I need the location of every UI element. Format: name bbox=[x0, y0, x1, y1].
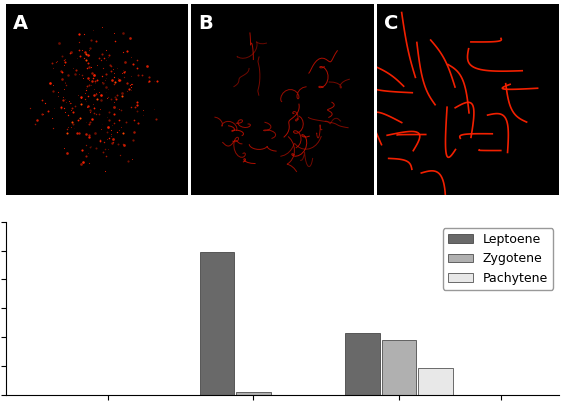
Text: B: B bbox=[199, 14, 214, 33]
Text: C: C bbox=[385, 14, 399, 33]
Bar bbox=[199, 252, 234, 395]
Bar bbox=[382, 340, 416, 395]
Bar bbox=[345, 333, 380, 395]
Bar bbox=[236, 392, 271, 395]
Bar bbox=[418, 368, 453, 395]
Legend: Leptoene, Zygotene, Pachytene: Leptoene, Zygotene, Pachytene bbox=[443, 228, 553, 289]
Text: A: A bbox=[13, 14, 28, 33]
